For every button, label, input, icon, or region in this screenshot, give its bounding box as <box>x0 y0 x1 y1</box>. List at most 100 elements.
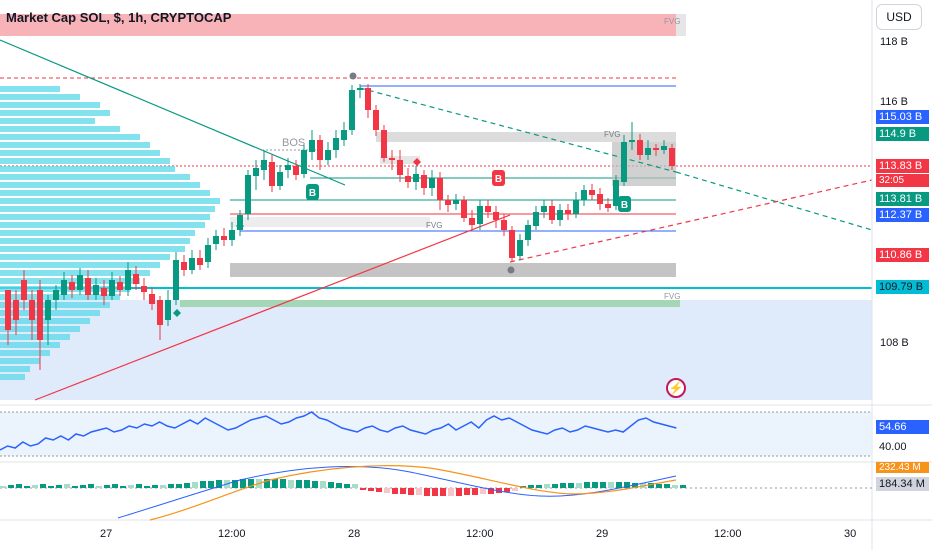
macd-bar <box>608 482 614 488</box>
countdown-badge: 32:05 <box>876 174 929 187</box>
candle-body <box>493 212 499 220</box>
candle-body <box>125 270 131 290</box>
candle-body <box>61 280 67 295</box>
volume-profile-bar <box>0 174 190 180</box>
macd-bar <box>328 482 334 488</box>
macd-bar <box>344 484 350 488</box>
price-tick: 118 B <box>880 36 908 48</box>
macd-bar <box>456 488 462 496</box>
candle-body <box>653 148 659 150</box>
macd-bar <box>560 483 566 488</box>
macd-bar <box>656 484 662 488</box>
candle-body <box>469 218 475 225</box>
macd-badge: 184.34 M <box>876 477 929 491</box>
time-tick: 29 <box>596 528 609 540</box>
macd-bar <box>192 482 198 488</box>
fvg-box <box>376 132 676 142</box>
volume-profile-bar <box>0 238 190 244</box>
macd-bar <box>312 481 318 488</box>
currency-button[interactable]: USD <box>876 4 922 30</box>
candle-body <box>341 130 347 140</box>
candle-body <box>509 230 515 258</box>
candle-body <box>269 162 275 186</box>
rsi-badge: 40.00 <box>876 440 929 454</box>
buy-signal[interactable]: B <box>306 184 319 200</box>
trendline[interactable] <box>34 214 511 401</box>
macd-bar <box>384 488 390 493</box>
macd-bar <box>176 484 182 488</box>
candle-body <box>549 206 555 220</box>
volume-profile-bar <box>0 222 205 228</box>
macd-bar <box>568 483 574 488</box>
candle-body <box>69 282 75 290</box>
rsi-line <box>0 411 677 451</box>
macd-bar <box>536 485 542 488</box>
bolt-icon[interactable]: ⚡ <box>666 378 686 398</box>
candle-body <box>181 262 187 270</box>
fvg-box <box>230 217 430 227</box>
macd-bar <box>464 488 470 495</box>
time-tick: 27 <box>100 528 113 540</box>
candle-body <box>221 236 227 240</box>
macd-bar <box>48 486 54 488</box>
candle-body <box>157 300 163 325</box>
macd-bar <box>56 485 62 488</box>
macd-bar <box>336 483 342 488</box>
sell-signal[interactable]: B <box>492 170 505 186</box>
candle-body <box>45 300 51 320</box>
time-tick: 12:00 <box>714 528 742 540</box>
chart-title: Market Cap SOL, $, 1h, CRYPTOCAP <box>6 10 232 25</box>
volume-profile-bar <box>0 230 195 236</box>
price-tick: 116 B <box>880 96 908 108</box>
candle-body <box>261 160 267 170</box>
volume-profile-bar <box>0 374 25 380</box>
volume-profile-bar <box>0 342 60 348</box>
diamond-marker <box>236 222 244 230</box>
time-tick: 12:00 <box>218 528 246 540</box>
candle-body <box>117 282 123 290</box>
volume-profile-bar <box>0 318 90 324</box>
macd-bar <box>592 482 598 488</box>
macd-bar <box>480 488 486 494</box>
candle-body <box>581 190 587 200</box>
volume-profile-bar <box>0 262 160 268</box>
macd-bar <box>504 488 510 492</box>
candle-body <box>333 138 339 150</box>
macd-bar <box>408 488 414 495</box>
price-badge: 110.86 B <box>876 248 929 262</box>
macd-bar <box>368 488 374 491</box>
candle-body <box>349 90 355 130</box>
candle-body <box>5 290 11 330</box>
buy-signal[interactable]: B <box>618 196 631 212</box>
macd-bar <box>296 480 302 488</box>
volume-profile-bar <box>0 350 50 356</box>
candle-body <box>365 88 371 110</box>
macd-bar <box>600 482 606 488</box>
candle-body <box>661 146 667 150</box>
volume-profile-bar <box>0 334 70 340</box>
macd-bar <box>8 485 14 488</box>
volume-profile-bar <box>0 126 120 132</box>
candle-body <box>205 245 211 262</box>
volume-profile-bar <box>0 246 185 252</box>
macd-bar <box>624 482 630 488</box>
candle-body <box>437 178 443 200</box>
last-price-badge: 113.83 B <box>876 159 929 173</box>
volume-profile-bar <box>0 158 170 164</box>
macd-bar <box>64 484 70 488</box>
candle-body <box>53 290 59 300</box>
candle-body <box>229 230 235 240</box>
macd-bar <box>112 484 118 488</box>
macd-bar <box>400 488 406 494</box>
candle-body <box>453 200 459 204</box>
candle-body <box>253 168 259 176</box>
fvg-label: FVG <box>604 130 620 139</box>
candle-body <box>93 285 99 295</box>
volume-profile-bar <box>0 302 110 308</box>
time-tick: 30 <box>844 528 857 540</box>
macd-bar <box>448 488 454 496</box>
candle-body <box>533 212 539 226</box>
svg-text:B: B <box>495 174 502 185</box>
volume-profile-bar <box>0 358 40 364</box>
